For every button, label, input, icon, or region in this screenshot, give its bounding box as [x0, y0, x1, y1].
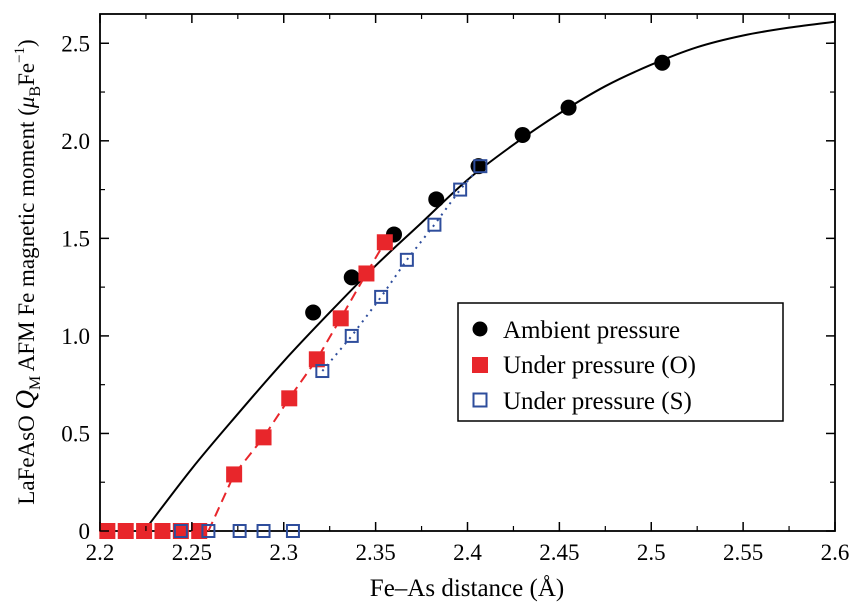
legend-item-ambient: Ambient pressure [472, 317, 680, 344]
y-tick-label: 0 [79, 519, 91, 544]
x-tick-label: 2.55 [723, 540, 763, 565]
point-pressure-s [232, 524, 247, 538]
fit-curves [143, 20, 836, 532]
y-tick-label: 0.5 [61, 421, 90, 446]
point-pressure-s [374, 289, 389, 304]
legend-marker-filled-square [472, 357, 488, 373]
point-pressure-o [281, 390, 298, 407]
point-pressure-o [358, 265, 375, 282]
y-label-q: Q [10, 390, 40, 410]
x-tick-label: 2.6 [821, 540, 850, 565]
point-pressure-o [255, 429, 272, 446]
point-pressure-s [256, 524, 271, 538]
legend-marker-circle [472, 321, 488, 337]
legend-marker-open-square [472, 392, 488, 408]
y-label-fe-sup: −1 [12, 47, 28, 63]
y-label-close: ) [14, 39, 39, 47]
point-pressure-s [315, 364, 330, 379]
y-axis-label: LaFeAsO QM AFM Fe magnetic moment (μBFe−… [10, 39, 44, 504]
y-tick-label: 2.0 [61, 129, 90, 154]
curve-dashed [207, 241, 386, 532]
point-pressure-o [376, 234, 393, 251]
legend: Ambient pressure Under pressure (O) Unde… [457, 302, 784, 422]
axis-ticks: 2.2 2.25 2.3 2.35 2.4 2.45 2.5 2.55 2.6 0 0.5 1.0 1.… [61, 14, 849, 565]
x-tick-label: 2.2 [86, 540, 115, 565]
y-label-mu-sub: B [27, 86, 44, 97]
y-tick-label: 1.0 [61, 324, 90, 349]
point-ambient [654, 54, 671, 71]
plot-frame [99, 13, 836, 532]
y-label-q-sub: M [27, 376, 44, 390]
y-label-fe: Fe [14, 63, 39, 86]
x-tick-label: 2.35 [356, 540, 396, 565]
point-pressure-s [399, 252, 414, 267]
legend-item-pressure-o: Under pressure (O) [472, 352, 696, 379]
x-axis-label: Fe–As distance (Å) [370, 575, 564, 602]
legend-label-ambient: Ambient pressure [503, 317, 680, 344]
y-tick-label: 2.5 [61, 31, 90, 56]
point-ambient [428, 191, 445, 208]
legend-label-pressure-o: Under pressure (O) [503, 352, 696, 379]
y-tick-label: 1.5 [61, 226, 90, 251]
data-markers [99, 54, 671, 539]
point-pressure-o [226, 466, 243, 483]
point-pressure-s [285, 524, 300, 538]
point-pressure-o [332, 310, 349, 327]
y-label-main: LaFeAsO [14, 410, 39, 505]
x-tick-label: 2.3 [269, 540, 298, 565]
legend-label-pressure-s: Under pressure (S) [503, 388, 692, 415]
y-label-mid: AFM Fe magnetic moment ( [14, 108, 39, 376]
point-ambient [305, 304, 322, 321]
curve-solid [143, 20, 836, 532]
x-tick-label: 2.45 [539, 540, 579, 565]
point-pressure-o [136, 523, 153, 539]
legend-box [457, 302, 784, 422]
point-ambient [514, 126, 531, 143]
point-pressure-s [473, 159, 488, 174]
y-label-mu: μ [14, 97, 39, 110]
point-pressure-o [172, 523, 189, 539]
x-tick-label: 2.5 [637, 540, 666, 565]
point-pressure-s [427, 217, 442, 232]
point-ambient [343, 269, 360, 286]
point-pressure-s [344, 328, 359, 343]
x-tick-label: 2.25 [172, 540, 212, 565]
point-pressure-s [453, 182, 468, 197]
point-pressure-o [154, 523, 171, 539]
point-pressure-o [308, 351, 325, 368]
point-pressure-s [201, 524, 216, 538]
point-pressure-o [117, 523, 134, 539]
legend-item-pressure-s: Under pressure (S) [472, 388, 692, 415]
point-ambient [560, 99, 577, 116]
point-pressure-s [173, 524, 188, 538]
x-tick-label: 2.4 [453, 540, 482, 565]
